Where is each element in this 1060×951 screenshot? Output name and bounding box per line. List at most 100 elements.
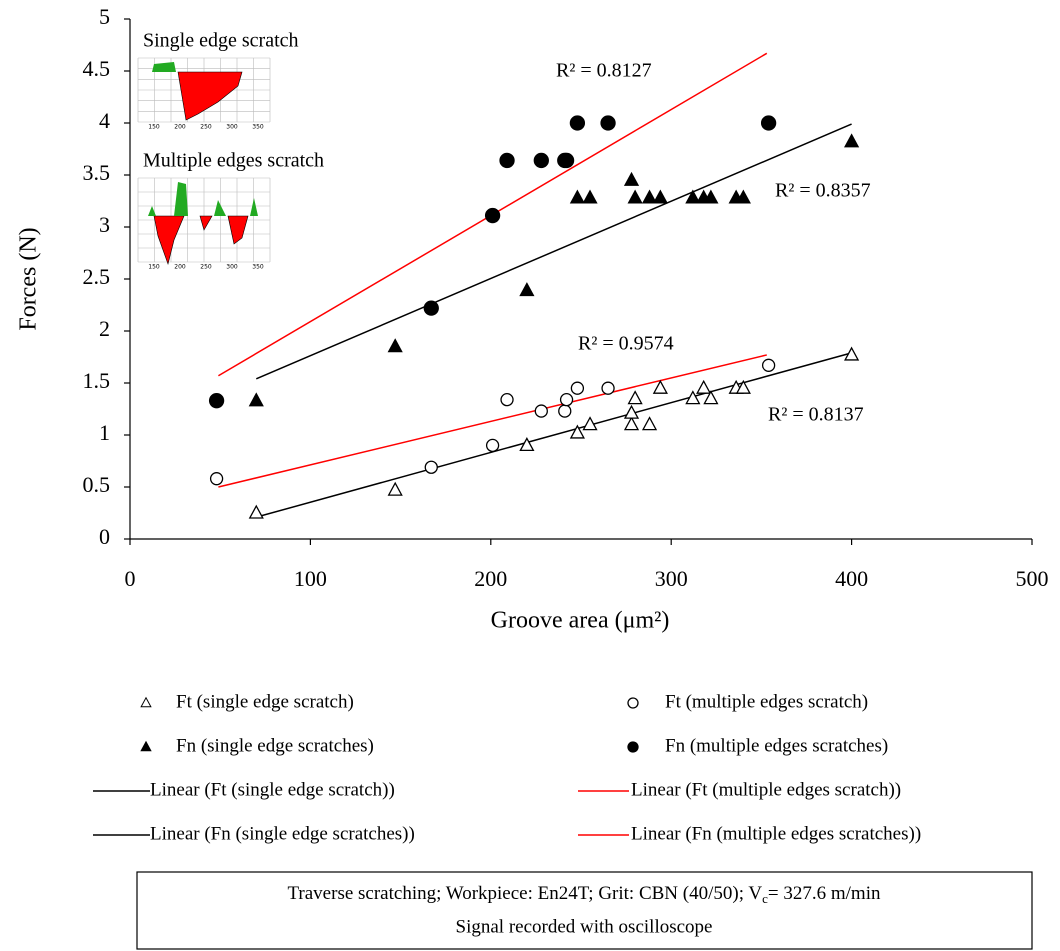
legend-label: Linear (Ft (multiple edges scratch)) xyxy=(631,779,901,800)
marker xyxy=(761,358,776,372)
r-squared: R² = 0.8137 xyxy=(768,404,864,426)
inset-tick-label: 250 xyxy=(200,124,212,131)
marker xyxy=(760,115,777,131)
marker xyxy=(627,189,643,204)
marker xyxy=(387,338,403,353)
y-tick-label: 0.5 xyxy=(83,472,111,497)
note-line: Signal recorded with oscilloscope xyxy=(456,916,713,937)
legend-marker xyxy=(627,697,639,709)
legend-label: Linear (Fn (multiple edges scratches)) xyxy=(631,823,921,844)
marker xyxy=(248,392,264,407)
x-tick-label: 300 xyxy=(655,566,688,591)
marker xyxy=(735,379,751,394)
marker xyxy=(519,282,535,297)
marker xyxy=(534,404,548,418)
y-tick-label: 2.5 xyxy=(83,264,111,289)
marker xyxy=(600,115,616,131)
y-tick-label: 4.5 xyxy=(83,56,111,81)
x-tick-label: 100 xyxy=(294,566,327,591)
inset-title: Single edge scratch xyxy=(143,30,299,52)
marker xyxy=(641,189,658,204)
marker xyxy=(424,460,438,474)
trendline xyxy=(255,123,852,380)
marker xyxy=(484,207,501,224)
legend-item: Ft (multiple edges scratch) xyxy=(627,691,868,712)
r-squared: R² = 0.9574 xyxy=(578,333,674,355)
y-tick-label: 4 xyxy=(99,108,110,133)
marker xyxy=(652,189,668,204)
y-tick-label: 1 xyxy=(99,420,110,445)
marker xyxy=(582,416,598,431)
inset-profile xyxy=(177,71,243,121)
legend-label: Fn (multiple edges scratches) xyxy=(665,735,888,756)
y-tick-label: 1.5 xyxy=(83,368,111,393)
marker xyxy=(208,393,225,409)
marker xyxy=(387,481,403,496)
trendline xyxy=(256,352,852,518)
marker xyxy=(652,379,668,394)
x-tick-label: 500 xyxy=(1016,566,1049,591)
y-tick-label: 0 xyxy=(99,524,110,549)
legend-marker xyxy=(140,696,152,708)
marker xyxy=(641,416,658,431)
note-box xyxy=(136,871,1033,950)
marker xyxy=(569,115,586,131)
legend-label: Linear (Ft (single edge scratch)) xyxy=(150,779,395,800)
y-tick-label: 5 xyxy=(99,4,110,29)
inset-profile xyxy=(148,182,258,216)
r-squared: R² = 0.8357 xyxy=(775,180,871,202)
inset-tick-label: 200 xyxy=(174,124,186,131)
inset-tick-label: 300 xyxy=(226,124,238,131)
marker xyxy=(485,438,500,453)
marker xyxy=(685,189,701,204)
inset-profile xyxy=(152,62,176,72)
r-squared: R² = 0.8127 xyxy=(556,60,652,82)
legend-label: Linear (Fn (single edge scratches)) xyxy=(150,823,415,844)
marker xyxy=(685,390,701,405)
y-axis-label: Forces (N) xyxy=(16,227,42,330)
marker xyxy=(569,189,585,204)
note-subscript: c xyxy=(762,891,768,906)
y-tick-label: 2 xyxy=(99,316,110,341)
legend-marker xyxy=(140,740,152,752)
legend-item: Linear (Ft (multiple edges scratch)) xyxy=(578,779,901,800)
inset-tick-label: 200 xyxy=(174,264,186,271)
note-text: = 327.6 m/min xyxy=(768,883,881,904)
marker xyxy=(703,189,719,204)
marker xyxy=(844,346,860,361)
marker xyxy=(703,390,719,405)
y-tick-label: 3.5 xyxy=(83,160,111,185)
legend-label: Ft (single edge scratch) xyxy=(176,691,354,712)
marker xyxy=(844,133,860,148)
marker xyxy=(601,381,615,395)
x-tick-label: 200 xyxy=(474,566,507,591)
inset-tick-label: 300 xyxy=(226,264,238,271)
legend-item: Ft (single edge scratch) xyxy=(140,691,354,712)
marker xyxy=(423,300,439,316)
marker xyxy=(623,171,640,186)
x-axis-label: Groove area (μm²) xyxy=(491,608,670,634)
marker xyxy=(248,504,264,519)
inset-tick-label: 250 xyxy=(200,264,212,271)
legend-label: Fn (single edge scratches) xyxy=(176,735,374,756)
note-line: Traverse scratching; Workpiece: En24T; G… xyxy=(287,883,881,906)
inset-tick-label: 150 xyxy=(148,124,160,131)
marker xyxy=(696,379,712,394)
marker xyxy=(559,392,574,407)
legend-item: Fn (single edge scratches) xyxy=(140,735,374,756)
marker xyxy=(570,381,585,395)
marker xyxy=(627,390,643,405)
marker xyxy=(519,437,535,452)
inset-tick-label: 350 xyxy=(252,124,264,131)
marker xyxy=(623,404,640,419)
x-tick-label: 400 xyxy=(835,566,868,591)
marker xyxy=(209,472,224,486)
inset-tick-label: 150 xyxy=(148,264,160,271)
marker xyxy=(569,424,585,439)
marker xyxy=(500,392,514,407)
marker xyxy=(735,189,751,204)
legend-item: Linear (Ft (single edge scratch)) xyxy=(93,779,395,800)
trendline xyxy=(218,354,767,488)
legend-marker xyxy=(627,741,639,753)
